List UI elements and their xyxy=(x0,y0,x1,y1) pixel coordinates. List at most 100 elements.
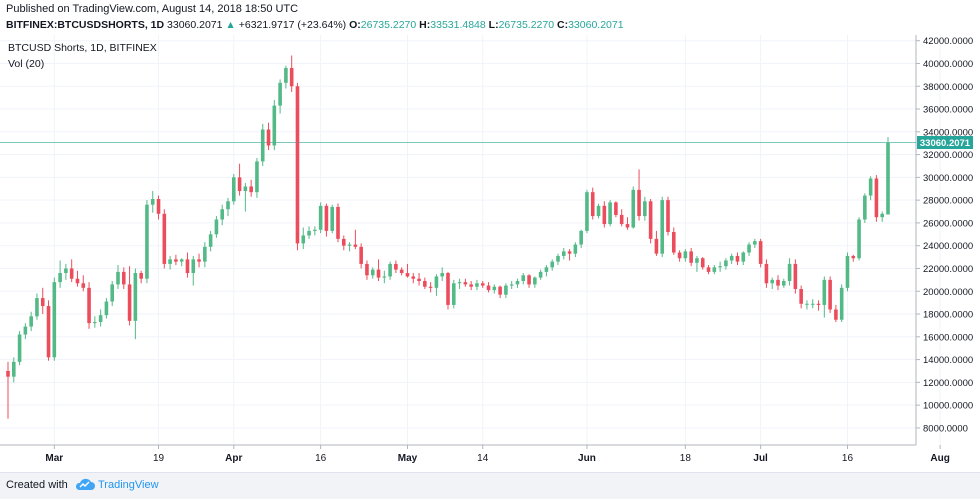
candle[interactable] xyxy=(260,123,265,166)
candle[interactable] xyxy=(718,261,722,272)
candle[interactable] xyxy=(295,82,300,251)
candle[interactable] xyxy=(793,259,798,294)
candle[interactable] xyxy=(683,249,688,262)
candle[interactable] xyxy=(58,260,62,288)
candle[interactable] xyxy=(886,137,890,215)
candle[interactable] xyxy=(139,270,143,284)
candle[interactable] xyxy=(857,217,861,261)
candle[interactable] xyxy=(498,285,502,299)
candle[interactable] xyxy=(729,253,734,264)
candle[interactable] xyxy=(197,253,201,268)
tradingview-link[interactable]: TradingView xyxy=(98,479,159,491)
candle[interactable] xyxy=(376,259,381,281)
candle[interactable] xyxy=(463,278,468,287)
candle[interactable] xyxy=(527,274,531,288)
candle[interactable] xyxy=(440,267,445,281)
candle[interactable] xyxy=(98,309,103,327)
candle[interactable] xyxy=(405,263,410,278)
candle[interactable] xyxy=(46,300,51,361)
candle[interactable] xyxy=(810,299,815,309)
candle[interactable] xyxy=(643,196,647,221)
candle[interactable] xyxy=(446,271,450,310)
candle[interactable] xyxy=(492,284,497,294)
candle[interactable] xyxy=(203,242,207,268)
candle[interactable] xyxy=(40,287,45,315)
candle[interactable] xyxy=(880,211,885,222)
candle[interactable] xyxy=(214,216,219,238)
candle[interactable] xyxy=(6,361,10,419)
candle[interactable] xyxy=(781,278,786,288)
candle[interactable] xyxy=(162,209,167,269)
candle[interactable] xyxy=(544,265,549,277)
candle[interactable] xyxy=(724,258,728,270)
candle[interactable] xyxy=(666,196,670,236)
candle[interactable] xyxy=(863,193,867,223)
candle[interactable] xyxy=(226,197,230,217)
price-chart[interactable]: 42000.0000 40000.0000 38000.0000 36000.0000… xyxy=(0,35,980,465)
candle[interactable] xyxy=(127,266,132,326)
candle[interactable] xyxy=(480,281,485,288)
candle[interactable] xyxy=(799,285,803,309)
candle[interactable] xyxy=(208,230,213,252)
candle[interactable] xyxy=(255,158,259,198)
candle[interactable] xyxy=(700,257,705,270)
candle[interactable] xyxy=(689,247,693,267)
tradingview-cloud-icon[interactable] xyxy=(74,477,96,491)
candle[interactable] xyxy=(266,122,271,151)
candle[interactable] xyxy=(284,65,288,89)
candle[interactable] xyxy=(185,252,190,278)
candle[interactable] xyxy=(648,199,653,244)
candle[interactable] xyxy=(341,235,346,251)
candle[interactable] xyxy=(23,323,28,340)
candle[interactable] xyxy=(104,298,109,319)
candle[interactable] xyxy=(110,281,115,307)
candle[interactable] xyxy=(753,238,757,248)
candle[interactable] xyxy=(330,204,335,234)
candle[interactable] xyxy=(822,276,827,318)
candle[interactable] xyxy=(336,203,340,243)
candle[interactable] xyxy=(828,276,832,313)
candle[interactable] xyxy=(52,277,57,361)
candle[interactable] xyxy=(579,229,583,248)
candle[interactable] xyxy=(874,175,879,222)
candle[interactable] xyxy=(11,357,16,383)
candle[interactable] xyxy=(301,227,306,250)
candle[interactable] xyxy=(538,269,543,280)
candle[interactable] xyxy=(417,273,421,286)
candle[interactable] xyxy=(475,279,479,291)
candle[interactable] xyxy=(747,242,751,256)
candle[interactable] xyxy=(64,263,68,280)
candle[interactable] xyxy=(75,270,80,287)
candle[interactable] xyxy=(220,204,225,226)
candle[interactable] xyxy=(764,259,769,288)
candle[interactable] xyxy=(324,203,329,237)
candle[interactable] xyxy=(805,300,809,310)
candle[interactable] xyxy=(509,281,514,289)
candle[interactable] xyxy=(695,255,699,272)
candle[interactable] xyxy=(81,275,86,292)
candle[interactable] xyxy=(457,278,462,289)
candle[interactable] xyxy=(469,281,473,291)
candle[interactable] xyxy=(816,300,821,311)
candle[interactable] xyxy=(735,252,740,266)
candle[interactable] xyxy=(550,259,555,271)
candle[interactable] xyxy=(318,202,323,234)
candle[interactable] xyxy=(776,275,780,291)
candle[interactable] xyxy=(556,253,560,266)
candle[interactable] xyxy=(17,331,22,366)
candle[interactable] xyxy=(637,169,641,221)
candle[interactable] xyxy=(243,183,248,212)
candle[interactable] xyxy=(614,201,618,218)
candle[interactable] xyxy=(388,261,392,280)
candle[interactable] xyxy=(845,252,850,292)
candle[interactable] xyxy=(93,316,97,328)
candle[interactable] xyxy=(486,282,491,293)
candle[interactable] xyxy=(585,189,589,234)
candle[interactable] xyxy=(278,79,282,114)
candle[interactable] xyxy=(69,259,74,283)
candle[interactable] xyxy=(631,186,636,229)
candle[interactable] xyxy=(423,277,427,289)
chart-area[interactable]: 42000.0000 40000.0000 38000.0000 36000.0000… xyxy=(0,35,980,465)
candle[interactable] xyxy=(133,268,138,340)
candle[interactable] xyxy=(504,283,508,299)
